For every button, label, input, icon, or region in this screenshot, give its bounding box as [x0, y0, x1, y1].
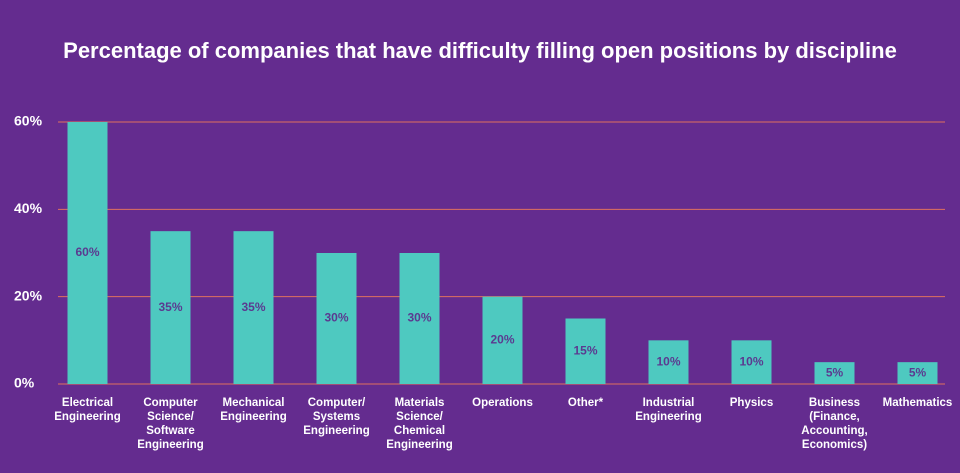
- x-tick-label: Mechanical Engineering: [220, 397, 287, 423]
- bar: [150, 231, 191, 384]
- value-label: 30%: [324, 311, 348, 325]
- x-tick-label: Business (Finance, Accounting, Economics…: [801, 397, 868, 451]
- bar: [316, 253, 357, 384]
- x-tick-label: Other*: [567, 397, 604, 409]
- value-label: 15%: [573, 343, 597, 357]
- x-tick-label: Industrial Engineering: [635, 397, 702, 423]
- bar: [731, 340, 772, 384]
- y-tick-label: 0%: [14, 375, 35, 391]
- value-label: 35%: [241, 300, 265, 314]
- y-tick-label: 40%: [14, 200, 43, 216]
- x-tick-label: Materials Science/ Chemical Engineering: [386, 397, 453, 451]
- y-tick-label: 20%: [14, 287, 43, 303]
- value-label: 30%: [407, 311, 431, 325]
- value-label: 10%: [739, 354, 763, 368]
- value-label: 20%: [490, 333, 514, 347]
- bar: [67, 122, 108, 384]
- bar: [897, 362, 938, 384]
- value-label: 5%: [909, 365, 927, 379]
- bar: [233, 231, 274, 384]
- x-tick-label: Mathematics: [882, 397, 953, 409]
- x-tick-label: Electrical Engineering: [54, 397, 121, 423]
- x-tick-label: Computer Science/ Software Engineering: [137, 397, 204, 451]
- x-tick-label: Computer/ Systems Engineering: [303, 397, 370, 437]
- y-tick-label: 60%: [14, 113, 43, 129]
- bar: [648, 340, 689, 384]
- bar: [565, 318, 606, 384]
- bar: [399, 253, 440, 384]
- value-label: 60%: [75, 245, 99, 259]
- value-label: 35%: [158, 300, 182, 314]
- bar: [482, 296, 523, 384]
- value-label: 5%: [826, 365, 844, 379]
- value-label: 10%: [656, 354, 680, 368]
- x-tick-label: Physics: [729, 397, 774, 409]
- x-tick-label: Operations: [472, 397, 533, 409]
- bar: [814, 362, 855, 384]
- chart-title: Percentage of companies that have diffic…: [63, 38, 897, 63]
